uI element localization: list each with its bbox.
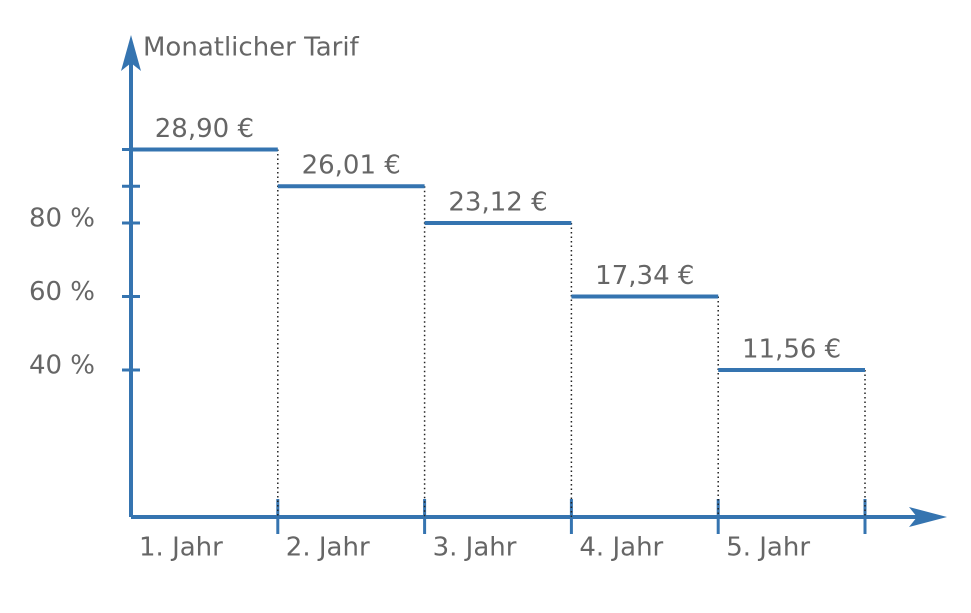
- value-label: 26,01 €: [302, 151, 401, 181]
- y-tick-label: 60 %: [29, 277, 95, 307]
- value-label: 23,12 €: [448, 187, 547, 217]
- x-tick-label: 3. Jahr: [433, 533, 517, 563]
- y-axis-arrow: [121, 35, 141, 71]
- value-label: 11,56 €: [742, 334, 841, 364]
- x-tick-label: 5. Jahr: [726, 533, 810, 563]
- chart-title: Monatlicher Tarif: [143, 33, 360, 63]
- y-tick-label: 40 %: [29, 350, 95, 380]
- x-tick-label: 1. Jahr: [139, 533, 223, 563]
- x-tick-label: 2. Jahr: [286, 533, 370, 563]
- y-tick-label: 80 %: [29, 203, 95, 233]
- value-label: 17,34 €: [595, 261, 694, 291]
- x-axis-arrow: [909, 507, 947, 527]
- value-label: 28,90 €: [155, 114, 254, 144]
- x-tick-label: 4. Jahr: [579, 533, 663, 563]
